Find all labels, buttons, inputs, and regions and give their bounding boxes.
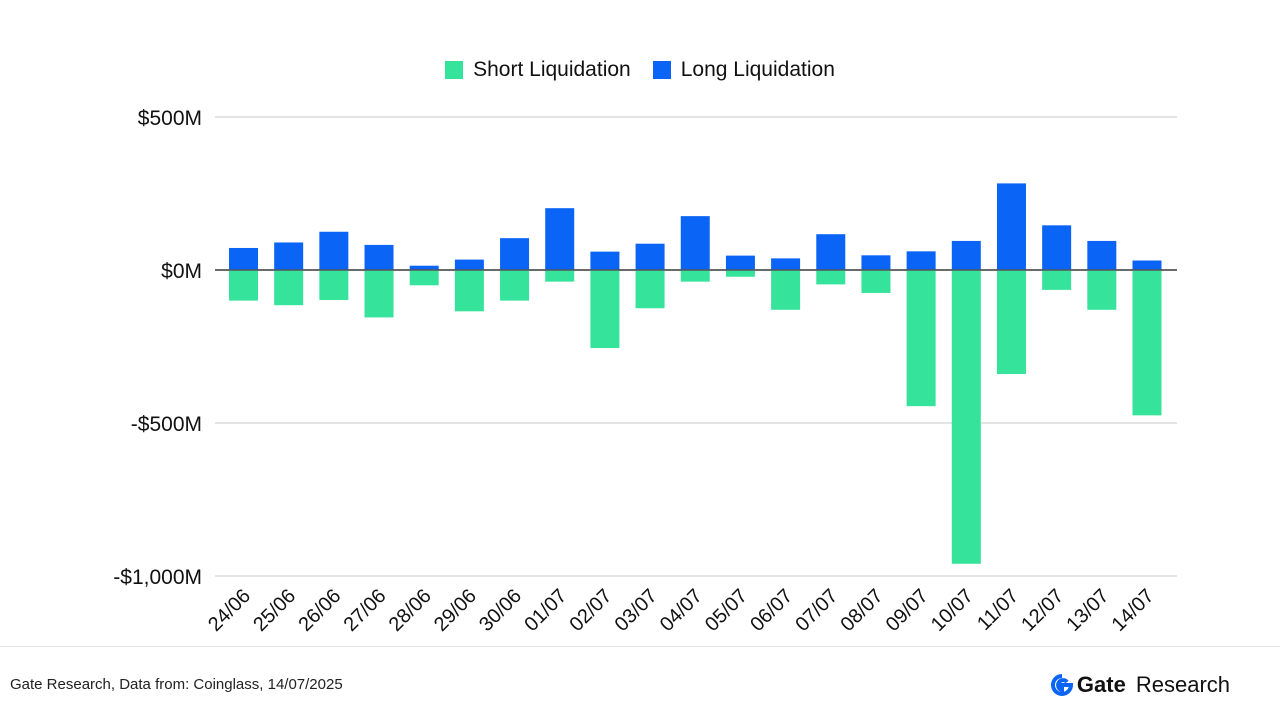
bar-short-liquidation <box>680 270 710 282</box>
bar-long-liquidation <box>816 234 846 270</box>
bar-short-liquidation <box>996 270 1026 375</box>
x-tick-label: 01/07 <box>520 585 571 636</box>
brand-research: Research <box>1135 672 1230 697</box>
x-tick-label: 30/06 <box>475 585 526 636</box>
source-note: Gate Research, Data from: Coinglass, 14/… <box>10 676 343 693</box>
bar-long-liquidation <box>680 216 710 270</box>
bar-long-liquidation <box>454 259 484 270</box>
x-tick-label: 28/06 <box>385 585 436 636</box>
brand-gate: Gate <box>1076 672 1126 697</box>
x-tick-label: 27/06 <box>340 585 391 636</box>
bar-short-liquidation <box>364 270 394 318</box>
bar-long-liquidation <box>409 265 439 270</box>
x-tick-label: 08/07 <box>837 585 888 636</box>
bar-long-liquidation <box>319 231 349 270</box>
x-tick-label: 02/07 <box>565 585 616 636</box>
bar-long-liquidation <box>274 242 304 270</box>
bar-short-liquidation <box>454 270 484 312</box>
bar-long-liquidation <box>364 244 394 270</box>
legend-swatch-long <box>652 61 671 79</box>
x-tick-label: 12/07 <box>1017 585 1068 636</box>
bar-long-liquidation <box>1132 260 1162 270</box>
x-tick-label: 24/06 <box>204 585 255 636</box>
bar-short-liquidation <box>409 270 439 286</box>
bar-short-liquidation <box>229 270 258 301</box>
bar-long-liquidation <box>635 243 665 270</box>
bar-long-liquidation <box>771 258 801 270</box>
bar-short-liquidation <box>274 270 304 306</box>
x-tick-label: 06/07 <box>746 585 797 636</box>
y-tick-label: -$1,000M <box>113 566 202 589</box>
bar-short-liquidation <box>1132 270 1162 416</box>
bar-long-liquidation <box>1042 225 1072 270</box>
bar-long-liquidation <box>1087 240 1117 270</box>
bar-short-liquidation <box>771 270 801 310</box>
bar-short-liquidation <box>545 270 575 282</box>
bar-short-liquidation <box>500 270 530 301</box>
x-tick-label: 03/07 <box>611 585 662 636</box>
x-tick-label: 09/07 <box>882 585 933 636</box>
x-tick-label: 11/07 <box>973 585 1023 635</box>
x-tick-label: 25/06 <box>249 585 300 636</box>
bar-long-liquidation <box>545 208 575 270</box>
bar-short-liquidation <box>861 270 891 293</box>
y-tick-label: $500M <box>138 107 202 130</box>
liquidation-chart: $500M $0M -$500M -$1,000M24/0625/0626/0627/… <box>113 107 1177 636</box>
bar-long-liquidation <box>590 251 620 270</box>
legend-label-short: Short Liquidation <box>473 58 631 81</box>
bar-long-liquidation <box>229 247 258 270</box>
bar-long-liquidation <box>500 238 530 270</box>
x-tick-label: 29/06 <box>430 585 481 636</box>
x-tick-label: 26/06 <box>294 585 345 636</box>
x-tick-label: 07/07 <box>791 585 842 636</box>
y-tick-label: -$500M <box>131 413 202 436</box>
bar-short-liquidation <box>319 270 349 300</box>
bar-long-liquidation <box>725 255 755 270</box>
bar-short-liquidation <box>1087 270 1117 310</box>
bar-short-liquidation <box>1042 270 1072 290</box>
gate-logo-icon <box>1050 674 1073 696</box>
x-tick-label: 13/07 <box>1062 585 1113 636</box>
bar-short-liquidation <box>590 270 620 349</box>
x-tick-label: 14/07 <box>1108 585 1159 636</box>
y-tick-label: $0M <box>161 260 202 283</box>
x-tick-label: 05/07 <box>701 585 752 636</box>
bar-short-liquidation <box>906 270 936 407</box>
gate-research-logo: Gate Research <box>1050 672 1230 698</box>
bar-short-liquidation <box>951 270 981 564</box>
legend-label-long: Long Liquidation <box>680 58 835 81</box>
legend-swatch-short <box>445 61 464 79</box>
bar-long-liquidation <box>996 183 1026 270</box>
bar-long-liquidation <box>906 251 936 270</box>
x-tick-label: 10/07 <box>927 585 978 636</box>
bar-long-liquidation <box>861 255 891 270</box>
chart-legend: Short Liquidation Long Liquidation <box>0 58 1280 82</box>
bar-short-liquidation <box>635 270 665 309</box>
bar-long-liquidation <box>951 240 981 270</box>
legend-item-long: Long Liquidation <box>652 58 835 82</box>
x-tick-label: 04/07 <box>656 585 707 636</box>
bar-short-liquidation <box>816 270 846 285</box>
bar-short-liquidation <box>725 270 755 277</box>
footer-divider <box>0 646 1280 647</box>
legend-item-short: Short Liquidation <box>445 58 631 82</box>
